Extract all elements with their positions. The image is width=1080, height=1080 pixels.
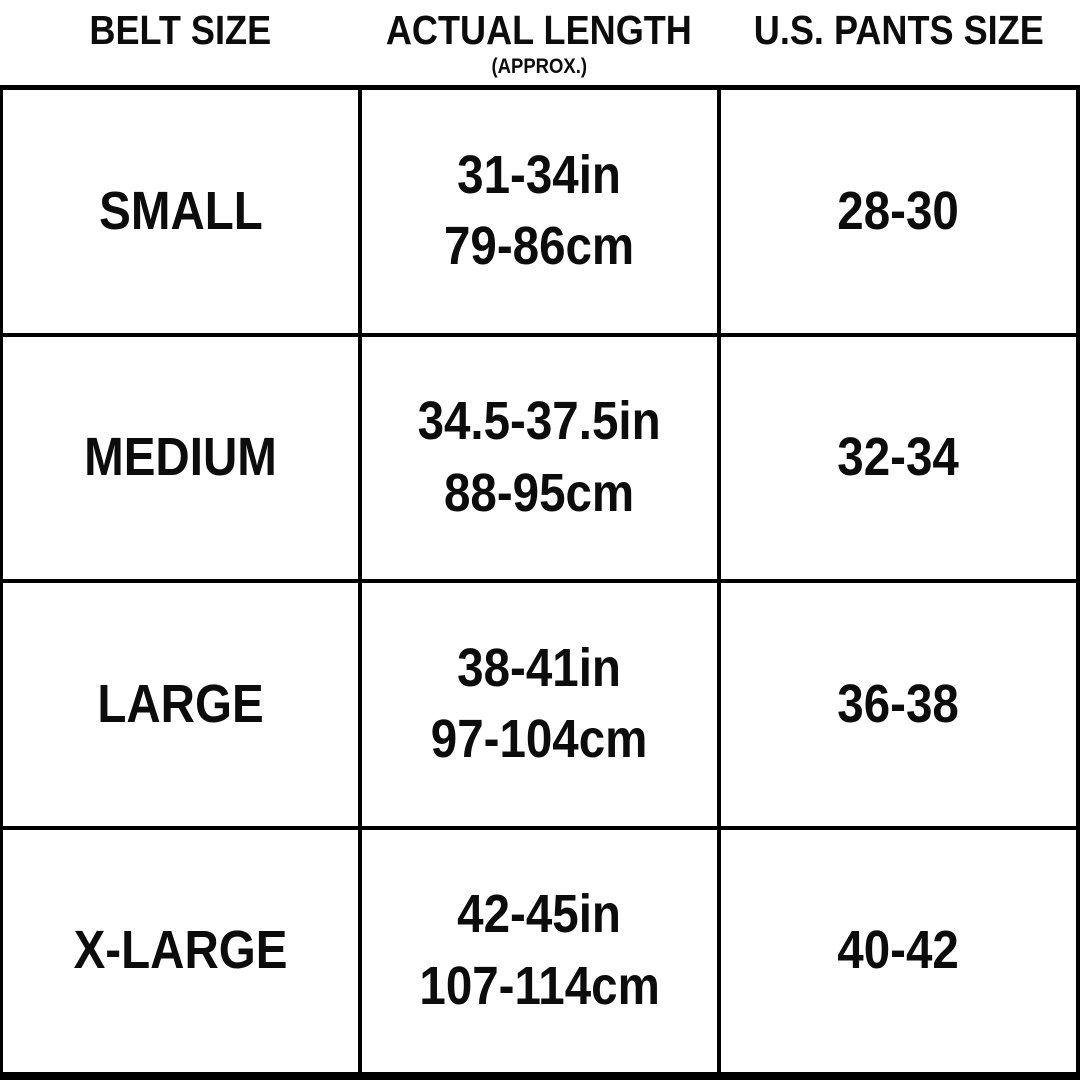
header-actual-length-label: ACTUAL LENGTH: [385, 7, 692, 53]
cell-large-belt-size: LARGE: [3, 583, 358, 826]
cell-large-pants-size: 36-38: [721, 583, 1076, 826]
pants-size-value: 36-38: [837, 673, 960, 734]
belt-size-value: X-LARGE: [73, 920, 288, 981]
cell-medium-length: 34.5-37.5in 88-95cm: [362, 336, 717, 579]
belt-size-value: SMALL: [98, 180, 263, 241]
cell-xlarge-pants-size: 40-42: [721, 829, 1076, 1072]
size-table-grid: SMALL 31-34in 79-86cm 28-30 MEDIUM 34.5-…: [0, 85, 1080, 1080]
cell-xlarge-belt-size: X-LARGE: [3, 829, 358, 1072]
pants-size-value: 28-30: [837, 180, 960, 241]
belt-size-value: LARGE: [97, 673, 264, 734]
cell-xlarge-length: 42-45in 107-114cm: [362, 829, 717, 1072]
cell-medium-belt-size: MEDIUM: [3, 336, 358, 579]
cell-small-belt-size: SMALL: [3, 90, 358, 333]
length-cm-value: 79-86cm: [444, 216, 635, 277]
length-cm-value: 88-95cm: [444, 462, 635, 523]
pants-size-value: 32-34: [837, 427, 960, 488]
header-us-pants-size: U.S. PANTS SIZE: [718, 10, 1080, 85]
header-belt-size-label: BELT SIZE: [89, 7, 271, 53]
pants-size-value: 40-42: [837, 920, 960, 981]
length-inches-value: 38-41in: [457, 637, 622, 698]
table-header-row: BELT SIZE ACTUAL LENGTH (APPROX.) U.S. P…: [0, 0, 1080, 85]
length-cm-value: 107-114cm: [419, 955, 660, 1016]
header-actual-length-sublabel: (APPROX.): [491, 55, 587, 78]
cell-large-length: 38-41in 97-104cm: [362, 583, 717, 826]
length-cm-value: 97-104cm: [431, 709, 648, 770]
cell-medium-pants-size: 32-34: [721, 336, 1076, 579]
length-inches-value: 31-34in: [457, 144, 622, 205]
length-inches-value: 34.5-37.5in: [417, 391, 662, 452]
cell-small-pants-size: 28-30: [721, 90, 1076, 333]
length-inches-value: 42-45in: [457, 884, 622, 945]
header-actual-length: ACTUAL LENGTH (APPROX.): [360, 10, 718, 85]
header-us-pants-size-label: U.S. PANTS SIZE: [753, 7, 1045, 53]
header-belt-size: BELT SIZE: [0, 10, 360, 85]
cell-small-length: 31-34in 79-86cm: [362, 90, 717, 333]
belt-size-value: MEDIUM: [84, 427, 277, 488]
